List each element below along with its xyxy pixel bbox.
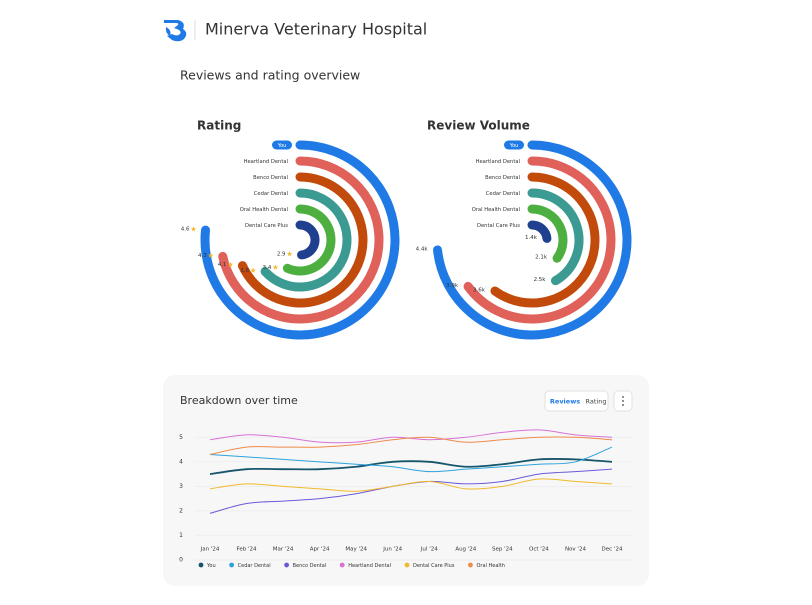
ring-bar: [433, 140, 632, 340]
x-tick-label: Apr '24: [310, 547, 330, 553]
value-label: 4.3: [198, 253, 207, 259]
ring-label: Oral Health Dental: [472, 207, 520, 213]
menu-dot: [622, 404, 624, 406]
ring-bar: [200, 140, 400, 340]
menu-dot: [622, 400, 624, 402]
legend-label: Cedar Dental: [238, 563, 271, 569]
ring-label: You: [277, 143, 287, 149]
ring-label: Dental Care Plus: [477, 223, 520, 229]
ring-label: Cedar Dental: [486, 191, 520, 197]
ring-bar: [527, 204, 568, 263]
ring-label: Oral Health Dental: [240, 207, 288, 213]
y-tick-label: 5: [179, 434, 183, 441]
tab-label[interactable]: Rating: [586, 398, 607, 406]
ring-label: Heartland Dental: [476, 159, 520, 165]
ring-bar: [527, 188, 584, 286]
x-tick-label: May '24: [345, 547, 367, 553]
y-tick-label: 3: [179, 483, 183, 490]
chart-title: Review Volume: [427, 119, 530, 133]
brand: Minerva Veterinary Hospital: [205, 20, 427, 39]
x-tick-label: Aug '24: [455, 547, 476, 553]
tab[interactable]: [548, 393, 582, 409]
value-label: 4.6: [181, 227, 190, 233]
series-line: [209, 478, 613, 492]
you-pill: [272, 140, 292, 150]
ring-label: Dental Care Plus: [245, 223, 288, 229]
ring-bar: [237, 172, 368, 308]
series-line: [209, 436, 613, 455]
star-icon: [227, 261, 234, 267]
value-label: 2.1k: [535, 255, 548, 261]
value-label: 3.8: [240, 268, 249, 274]
card: [163, 375, 649, 586]
ring-bar: [295, 220, 320, 260]
legend-label: Heartland Dental: [348, 563, 391, 569]
x-tick-label: Jun '24: [382, 547, 402, 553]
ring-bar: [463, 156, 616, 324]
star-icon: [272, 264, 279, 270]
ring-bar: [527, 220, 552, 243]
legend-swatch: [339, 562, 345, 568]
logo: [164, 20, 187, 42]
value-label: 2.9: [277, 251, 286, 257]
y-tick-label: 1: [179, 532, 183, 539]
ring-label: Benco Dental: [253, 175, 288, 181]
value-label: 2.5k: [534, 277, 547, 283]
value-label: 4.4k: [416, 246, 429, 252]
star-icon: [250, 267, 256, 273]
series-line: [209, 446, 613, 473]
legend-label: Benco Dental: [293, 563, 327, 569]
x-tick-label: Oct '24: [529, 547, 549, 553]
value-label: 3.6k: [473, 287, 486, 293]
x-tick-label: Nov '24: [565, 547, 586, 553]
x-tick-label: Jul '24: [420, 547, 438, 553]
legend-swatch: [198, 562, 204, 568]
y-tick-label: 0: [179, 557, 183, 564]
x-tick-label: Mar '24: [273, 547, 294, 553]
star-icon: [190, 226, 197, 232]
star-icon: [286, 251, 293, 257]
legend-label: You: [206, 563, 216, 569]
ring-bar: [218, 156, 384, 324]
you-pill: [504, 140, 524, 150]
ring-bar: [282, 204, 336, 276]
legend-swatch: [229, 562, 235, 568]
value-label: 1.4k: [525, 235, 538, 241]
x-tick-label: Jan '24: [200, 547, 220, 553]
x-tick-label: Dec '24: [602, 547, 623, 553]
value-label: 3.9k: [446, 283, 459, 289]
legend-label: Oral Health: [476, 563, 504, 569]
chart-title: Rating: [197, 119, 241, 133]
series-line: [209, 457, 613, 475]
ring-bar: [490, 172, 600, 308]
legend-swatch: [404, 562, 410, 568]
x-tick-label: Feb '24: [237, 547, 257, 553]
y-tick-label: 2: [179, 507, 183, 514]
x-tick-label: Sep '24: [492, 547, 513, 553]
value-label: 4.1: [218, 262, 227, 268]
ring-label: Heartland Dental: [244, 159, 288, 165]
tab-label[interactable]: Reviews: [550, 398, 580, 406]
value-label: 3.4: [263, 265, 272, 271]
legend-swatch: [468, 562, 473, 568]
ring-label: You: [509, 143, 519, 149]
chart-title: Breakdown over time: [180, 394, 298, 407]
section-title: Reviews and rating overview: [180, 68, 360, 83]
ring-label: Benco Dental: [485, 175, 520, 181]
ring-label: Cedar Dental: [254, 191, 288, 197]
star-icon: [208, 252, 214, 258]
y-tick-label: 4: [179, 458, 183, 465]
legend-swatch: [284, 562, 289, 568]
ring-bar: [260, 188, 352, 292]
menu-dot: [622, 396, 624, 398]
legend-label: Dental Care Plus: [413, 563, 455, 569]
